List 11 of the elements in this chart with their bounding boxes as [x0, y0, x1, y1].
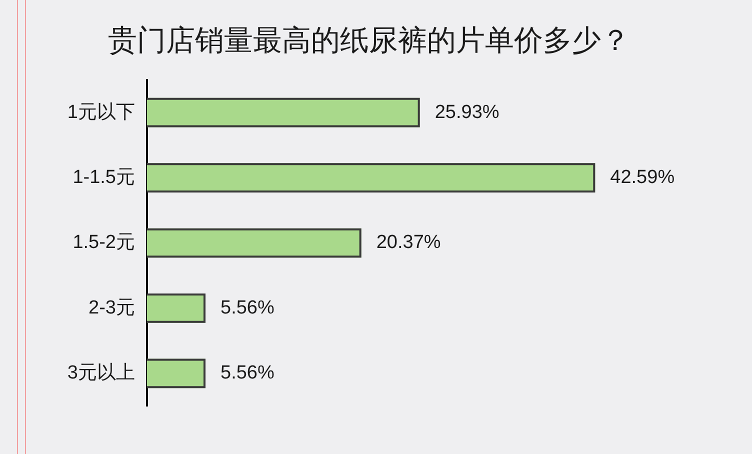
data-label: 5.56%: [220, 297, 274, 318]
data-label: 42.59%: [610, 167, 675, 188]
y-tick-label: 1元以下: [67, 102, 135, 123]
data-label: 20.37%: [376, 232, 441, 254]
y-tick-label: 1-1.5元: [72, 167, 135, 188]
y-tick-label: 2-3元: [88, 297, 135, 318]
data-label: 5.56%: [220, 362, 274, 384]
data-label: 25.93%: [434, 102, 500, 123]
chart-title: 贵门店销量最高的纸尿裤的片单价多少？: [108, 25, 630, 57]
y-tick-label: 3元以上: [67, 362, 135, 384]
y-tick-label: 1.5-2元: [72, 232, 135, 254]
